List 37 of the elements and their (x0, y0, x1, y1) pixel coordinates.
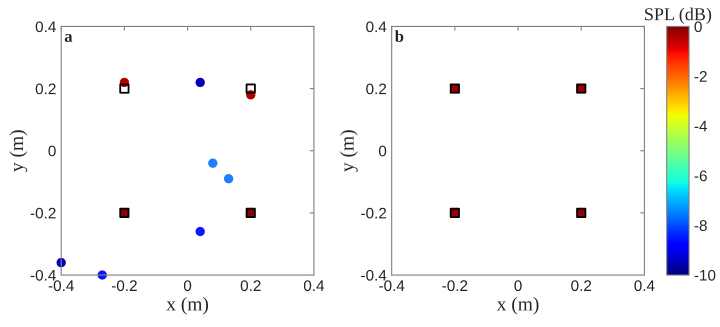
annotation: a (64, 34, 72, 42)
y-tick-label: -0.4 (361, 270, 386, 281)
color-bar-label: -10 (694, 270, 716, 281)
y-tick-label: 0.2 (366, 83, 386, 94)
y-tick-label: 0.4 (366, 21, 386, 32)
x-axis-title: x (m) (496, 296, 539, 315)
x-tick-label: 0 (184, 280, 192, 292)
x-tick-label: -0.2 (442, 280, 468, 292)
color-bar-label: -2 (694, 71, 707, 82)
y-tick-label: -0.2 (361, 208, 386, 219)
point (196, 78, 205, 88)
point (119, 84, 130, 94)
x-tick-label: -0.2 (112, 280, 137, 292)
annotation: b (394, 30, 404, 42)
point (196, 226, 205, 236)
x-tick-label: 0.2 (240, 280, 261, 292)
x-tick-label: 0.2 (571, 280, 592, 292)
y-tick-label: 0.2 (36, 83, 56, 94)
y-tick-label: -0.2 (30, 208, 56, 219)
y-axis-title: y (m) (10, 130, 28, 172)
color-bar-label: -4 (694, 120, 708, 132)
point (208, 158, 218, 168)
x-tick-label: -0.4 (379, 280, 404, 292)
y-axis-title: y (m) (340, 130, 358, 172)
y-tick-label: 0 (48, 146, 56, 156)
y-tick-label: -0.4 (30, 270, 56, 281)
x-tick-label: 0 (514, 280, 522, 292)
y-tick-label: 0 (378, 146, 386, 156)
point (224, 174, 234, 184)
x-axis-title: x (m) (166, 296, 208, 315)
x-tick-label: 0.4 (304, 280, 324, 292)
point (246, 84, 256, 94)
x-tick-label: -0.4 (48, 280, 74, 292)
color-bar-label: -8 (694, 220, 707, 231)
color-bar-label: -6 (694, 170, 707, 182)
x-tick-label: 0.4 (634, 280, 655, 292)
y-tick-label: 0.4 (36, 21, 56, 32)
